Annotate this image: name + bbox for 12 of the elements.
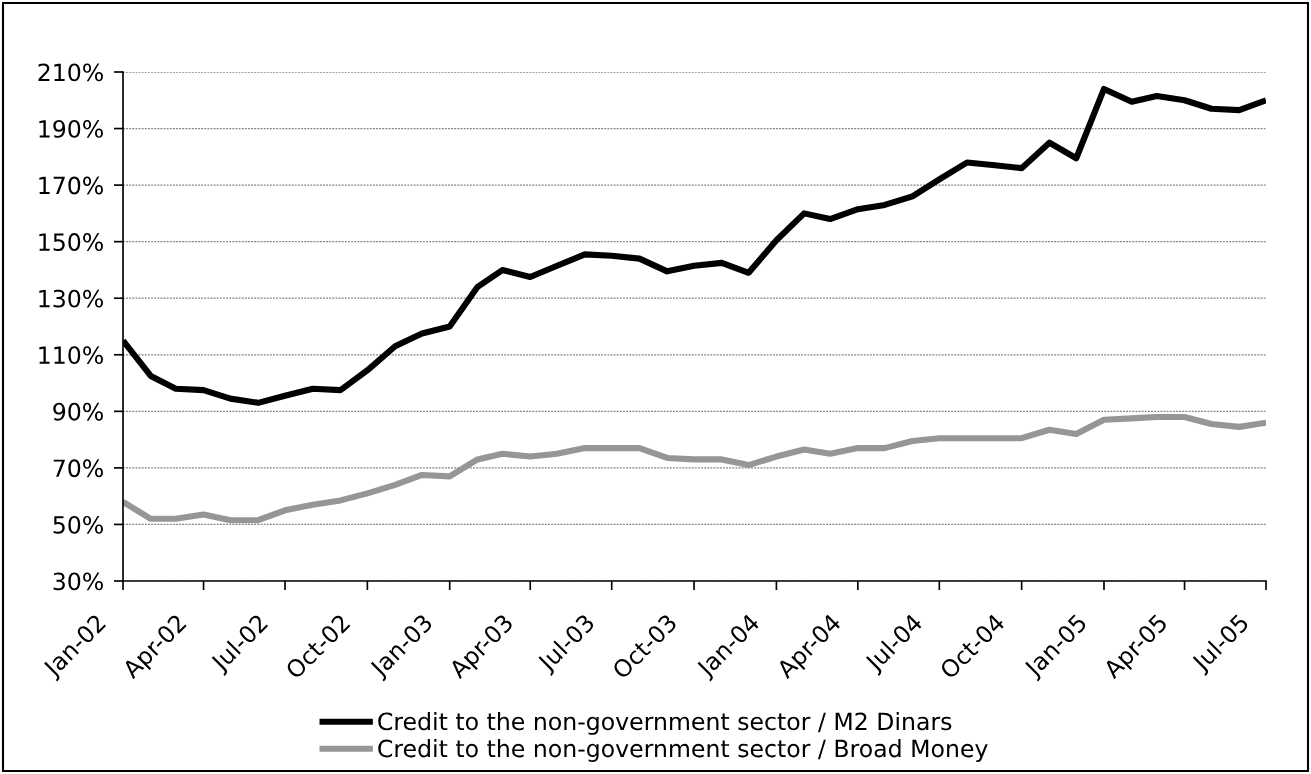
y-tick-label: 170% [39, 176, 103, 195]
y-tick-label: 30% [53, 572, 103, 591]
legend-label: Credit to the non-government sector / Broad Money [378, 739, 988, 762]
y-tick-label: 130% [39, 289, 103, 308]
y-tick-label: 50% [53, 515, 103, 534]
legend-label: Credit to the non-government sector / M2 Dinars [378, 712, 952, 735]
y-tick-label: 70% [53, 459, 103, 478]
y-tick-label: 190% [39, 120, 103, 138]
y-tick-label: 90% [53, 402, 103, 421]
y-tick-label: 110% [39, 346, 103, 365]
y-tick-label: 210% [38, 63, 103, 82]
y-tick-label: 150% [39, 233, 103, 251]
